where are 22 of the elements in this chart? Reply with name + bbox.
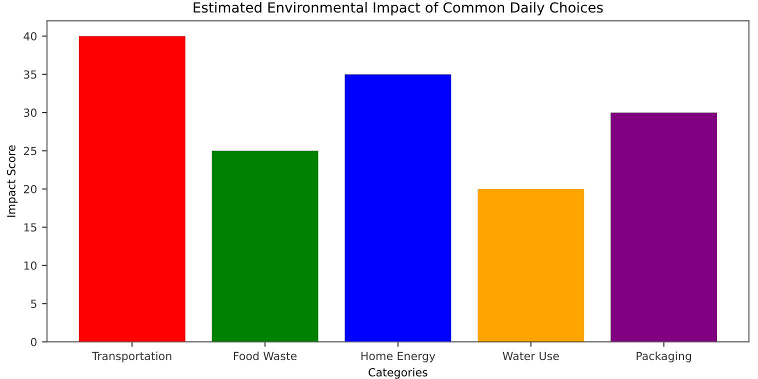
- y-tick-label: 35: [24, 70, 36, 79]
- y-tick-label: 40: [24, 32, 37, 41]
- y-tick-label: 10: [24, 261, 37, 270]
- y-tick-label: 20: [24, 184, 37, 194]
- y-tick-label: 25: [24, 146, 36, 156]
- y-tick-label: 5: [31, 300, 36, 308]
- x-tick-label: Transportation: [92, 352, 172, 362]
- x-tick-label: Home Energy: [361, 352, 436, 362]
- bar: [344, 74, 452, 342]
- x-axis-title: Categories: [368, 368, 428, 379]
- y-tick-label: 0: [30, 338, 37, 346]
- x-tick-label: Food Waste: [234, 352, 297, 360]
- bar: [478, 188, 584, 342]
- bar: [212, 150, 318, 342]
- x-tick-label: Packaging: [636, 352, 692, 362]
- y-tick-label: 15: [24, 223, 36, 232]
- y-tick-label: 30: [24, 108, 37, 117]
- y-axis-title: Impact Score: [7, 145, 18, 217]
- bar: [78, 36, 186, 342]
- x-tick-label: Water Use: [502, 352, 559, 360]
- bar: [610, 112, 717, 342]
- chart-title: Estimated Environmental Impact of Common Daily Choices: [194, 2, 603, 16]
